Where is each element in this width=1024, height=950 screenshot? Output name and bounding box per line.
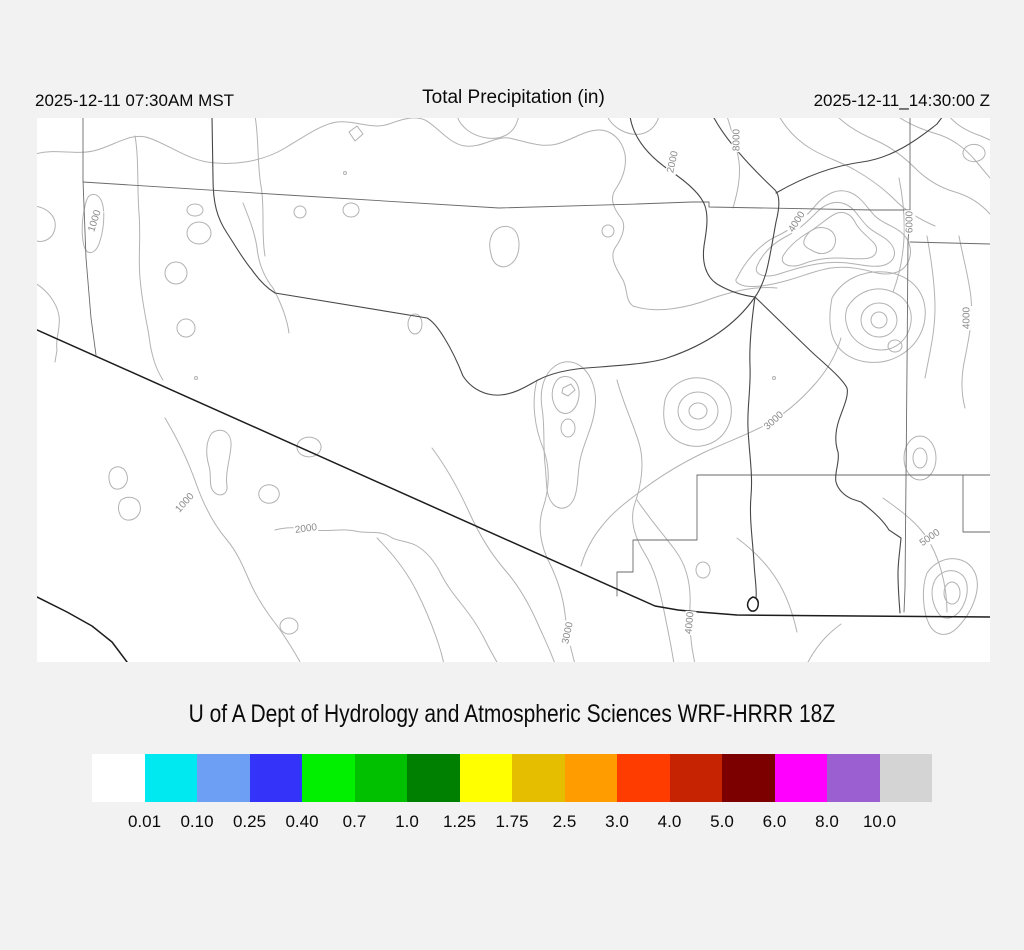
colorbar-segment (354, 754, 407, 802)
valid-time-utc: 2025-12-11_14:30:00 Z (813, 91, 990, 110)
colorbar-tick-label: 1.75 (495, 812, 529, 831)
colorbar-segment (512, 754, 565, 802)
contour-elevation-label: 6000 (904, 209, 916, 235)
precipitation-map: 1000 1000 2000 2000 8000 4000 6000 4000 3000 5000… (37, 118, 990, 662)
colorbar-tick-label: 5.0 (710, 812, 734, 831)
colorbar-segment (144, 754, 197, 802)
colorbar-tick-label: 8.0 (815, 812, 839, 831)
colorbar-tick-label: 6.0 (762, 812, 787, 831)
colorbar-segment (249, 754, 302, 802)
colorbar-tick-label: 0.01 (127, 812, 162, 831)
credit-line: U of A Dept of Hydrology and Atmospheric… (0, 700, 1024, 729)
colorbar-tick-label: 4.0 (657, 812, 682, 831)
colorbar-tick-label: 3.0 (605, 812, 629, 831)
colorbar-segment (197, 754, 250, 802)
colorbar-segment (617, 754, 670, 802)
colorbar-segment (302, 754, 355, 802)
colorbar-segment (669, 754, 722, 802)
contour-elevation-label: 8000 (731, 127, 743, 153)
colorbar-tick-label: 0.10 (180, 812, 214, 831)
colorbar-tick-label: 1.0 (395, 812, 419, 831)
colorbar-tick-label: 1.25 (442, 812, 477, 831)
colorbar-segment (564, 754, 617, 802)
basemap-contours (37, 118, 990, 662)
colorbar-tick-label: 0.25 (232, 812, 267, 831)
inner-boundaries (211, 118, 943, 614)
colorbar-segment (459, 754, 512, 802)
contour-elevation-label: 4000 (683, 610, 697, 636)
valid-time-local: 2025-12-11 07:30AM MST (35, 91, 235, 110)
colorbar-segment (407, 754, 460, 802)
precip-colorbar (92, 754, 932, 802)
colorbar-segment (827, 754, 880, 802)
county-boundaries (82, 118, 990, 613)
colorbar-tick-label: 2.5 (552, 812, 577, 831)
contour-elevation-label: 4000 (961, 305, 973, 331)
colorbar-tick-label: 10.0 (862, 812, 897, 831)
colorbar-tick-label: 0.40 (285, 812, 319, 831)
elevation-contours (37, 118, 990, 662)
colorbar-segment (879, 754, 932, 802)
colorbar-tick-label: 0.7 (342, 812, 367, 831)
colorbar-segment (722, 754, 775, 802)
credit-title: U of A Dept of Hydrology and Atmospheric… (188, 700, 836, 728)
state-borders (37, 329, 990, 662)
colorbar-segment (92, 754, 145, 802)
colorbar-segment (774, 754, 827, 802)
plot-title: Total Precipitation (in) (422, 87, 605, 108)
